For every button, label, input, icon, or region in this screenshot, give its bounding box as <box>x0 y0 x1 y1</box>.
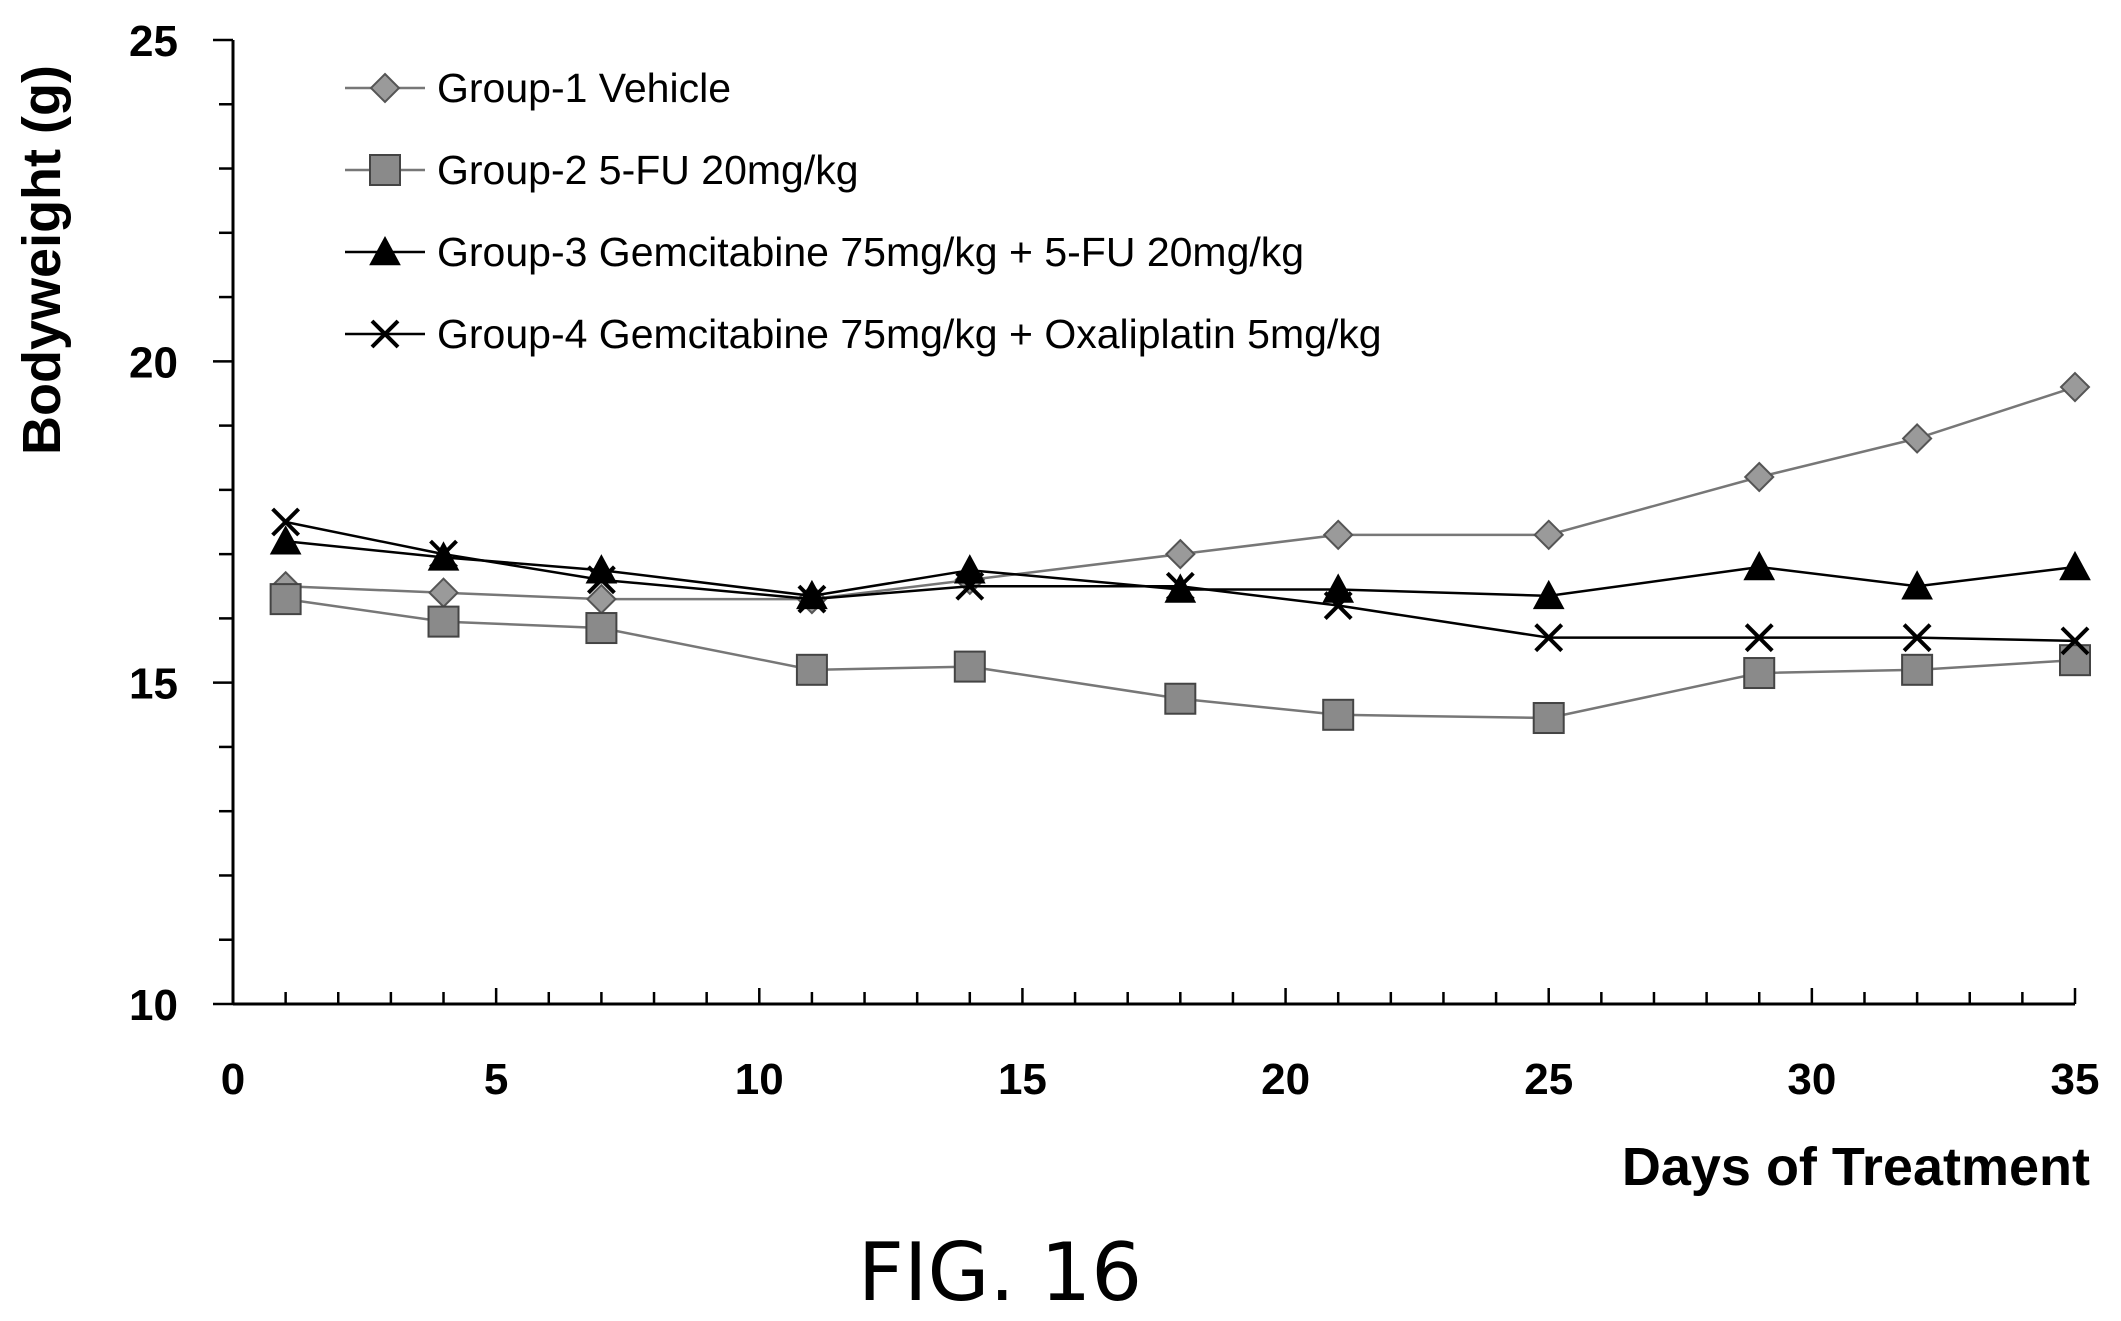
data-point-triangle <box>953 554 986 584</box>
data-point-square <box>269 583 302 616</box>
series-2 <box>269 583 2091 735</box>
data-point-diamond <box>428 577 459 609</box>
legend-label: Group-2 5-FU 20mg/kg <box>437 147 859 193</box>
ticks <box>213 38 2077 1006</box>
x-tick-label: 35 <box>2051 1055 2100 1104</box>
data-point-triangle <box>2059 550 2091 581</box>
data-point-square <box>1164 682 1197 715</box>
data-point-x <box>1323 591 1353 620</box>
data-point-x <box>1744 623 1774 653</box>
data-point-square <box>1901 653 1934 686</box>
x-axis-title: Days of Treatment <box>1622 1137 2090 1197</box>
x-tick-label: 0 <box>221 1055 245 1104</box>
data-point-x <box>797 584 827 614</box>
y-tick-label: 10 <box>129 981 178 1030</box>
y-tick-label: 20 <box>129 338 178 387</box>
data-point-x <box>2060 626 2090 656</box>
data-point-x <box>1534 623 1564 653</box>
data-point-triangle <box>1532 579 1565 610</box>
data-point-diamond <box>369 72 401 104</box>
x-tick-label: 5 <box>484 1055 508 1104</box>
axes <box>231 40 2075 1006</box>
legend: Group-1 Vehicle Group-2 5-FU 20mg/kg Group… <box>345 65 1382 357</box>
data-point-x <box>271 507 301 537</box>
legend-entry: Group-1 Vehicle <box>345 65 731 111</box>
data-point-diamond <box>1322 519 1354 551</box>
tick-labels: 10 15 20 25 0 5 10 15 20 25 30 35 <box>129 17 2099 1104</box>
data-point-triangle <box>269 525 302 555</box>
x-tick-label: 15 <box>998 1055 1047 1104</box>
legend-label: Group-4 Gemcitabine 75mg/kg + Oxaliplati… <box>437 311 1382 357</box>
data-point-x <box>1902 623 1932 653</box>
legend-entry: Group-2 5-FU 20mg/kg <box>345 147 859 193</box>
data-point-diamond <box>1901 423 1933 454</box>
data-point-triangle <box>1743 550 1776 581</box>
data-point-x <box>429 539 458 569</box>
legend-entry: Group-4 Gemcitabine 75mg/kg + Oxaliplati… <box>345 311 1382 357</box>
data-point-diamond <box>2059 371 2091 403</box>
data-point-triangle <box>369 235 401 266</box>
data-point-square <box>1322 698 1355 731</box>
data-point-square <box>585 612 618 645</box>
data-point-square <box>795 653 828 686</box>
data-point-square <box>427 605 460 638</box>
y-tick-label: 25 <box>129 17 178 66</box>
series-4 <box>271 507 2090 656</box>
legend-entry: Group-3 Gemcitabine 75mg/kg + 5-FU 20mg/… <box>345 229 1304 275</box>
data-point-square <box>369 154 401 186</box>
legend-label: Group-1 Vehicle <box>437 65 731 111</box>
data-point-x <box>1165 571 1195 601</box>
legend-label: Group-3 Gemcitabine 75mg/kg + 5-FU 20mg/… <box>437 229 1304 275</box>
data-point-square <box>1743 657 1776 690</box>
data-point-diamond <box>1743 461 1775 493</box>
x-tick-label: 20 <box>1261 1055 1310 1104</box>
x-tick-label: 25 <box>1524 1055 1573 1104</box>
data-point-triangle <box>796 579 828 610</box>
data-point-x <box>955 571 985 601</box>
data-point-triangle <box>585 554 618 584</box>
data-point-triangle <box>1901 570 1933 600</box>
data-point-square <box>1532 702 1565 735</box>
figure-label: FIG. 16 <box>858 1226 1142 1319</box>
data-point-diamond <box>1533 519 1565 551</box>
series-layer <box>269 371 2091 735</box>
x-tick-label: 30 <box>1787 1055 1836 1104</box>
data-point-x <box>586 565 616 595</box>
data-point-square <box>953 650 986 683</box>
x-tick-label: 10 <box>735 1055 784 1104</box>
y-tick-label: 15 <box>129 660 178 709</box>
data-point-x <box>370 319 400 349</box>
data-point-diamond <box>1164 538 1196 570</box>
y-axis-title: Bodyweight (g) <box>12 65 72 455</box>
